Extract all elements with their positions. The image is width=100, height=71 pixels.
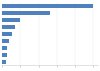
Bar [2,39,9,43]
Bar [2,32,12,36]
Bar [2,46,7,50]
Bar [2,25,15,29]
Bar [2,4,93,8]
Bar [2,60,6,64]
Bar [2,53,7,57]
Bar [2,11,50,15]
Bar [2,18,20,22]
